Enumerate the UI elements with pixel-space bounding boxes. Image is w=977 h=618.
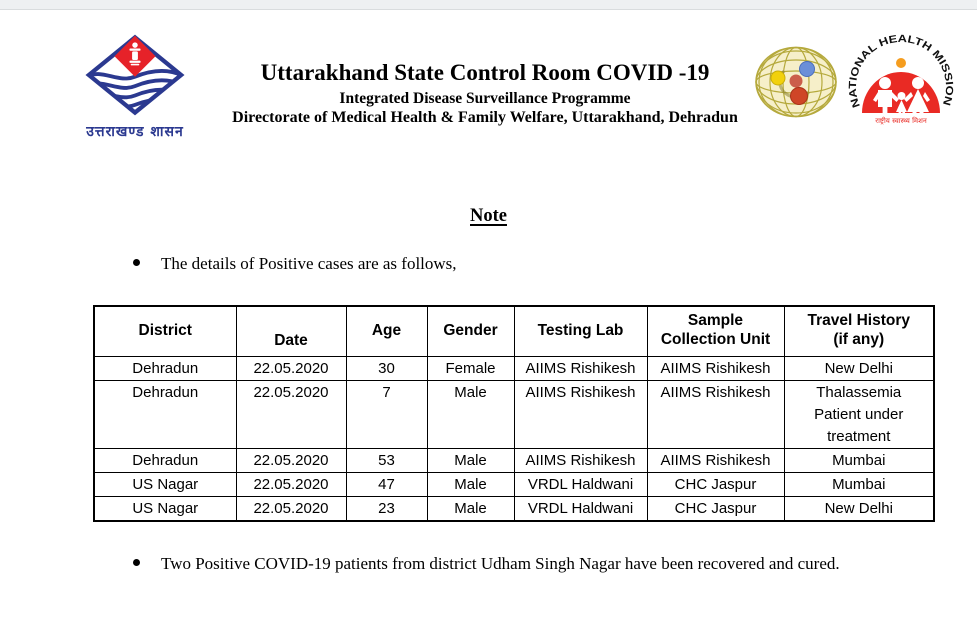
cell-district: US Nagar <box>93 471 237 497</box>
uttarakhand-emblem-caption: उत्तराखण्ड शासन <box>86 124 184 140</box>
viewer-top-bar <box>0 0 977 10</box>
cell-sample-collection-unit: AIIMS Rishikesh <box>646 447 785 473</box>
col-header-district: District <box>93 305 237 357</box>
cell-gender: Male <box>426 471 515 497</box>
cell-age: 7 <box>345 379 428 449</box>
cell-travel-history: Thalassemia Patient under treatment <box>783 379 935 449</box>
cell-sample-collection-unit: AIIMS Rishikesh <box>646 379 785 449</box>
cell-age: 30 <box>345 355 428 381</box>
cell-travel-history: New Delhi <box>783 495 935 521</box>
cell-date: 22.05.2020 <box>235 495 347 521</box>
cell-testing-lab: AIIMS Rishikesh <box>513 447 648 473</box>
document-header: Uttarakhand State Control Room COVID -19… <box>168 60 802 127</box>
cell-district: Dehradun <box>93 355 237 381</box>
cell-testing-lab: AIIMS Rishikesh <box>513 355 648 381</box>
cell-date: 22.05.2020 <box>235 471 347 497</box>
table-row: Dehradun 22.05.2020 53 Male AIIMS Rishik… <box>93 447 935 473</box>
cell-age: 47 <box>345 471 428 497</box>
col-header-gender: Gender <box>426 305 515 357</box>
cell-travel-history: Mumbai <box>783 447 935 473</box>
cell-sample-collection-unit: AIIMS Rishikesh <box>646 355 785 381</box>
col-header-travel-history: Travel History (if any) <box>783 305 935 357</box>
bullet-recovered-patients-text: Two Positive COVID-19 patients from dist… <box>161 554 840 573</box>
cell-travel-history: New Delhi <box>783 355 935 381</box>
cell-district: US Nagar <box>93 495 237 521</box>
page-subtitle-directorate: Directorate of Medical Health & Family W… <box>232 109 738 126</box>
note-heading: Note <box>470 206 507 226</box>
cell-travel-history: Mumbai <box>783 471 935 497</box>
table-row: Dehradun 22.05.2020 7 Male AIIMS Rishike… <box>93 379 935 449</box>
cell-sample-collection-unit: CHC Jaspur <box>646 495 785 521</box>
table-header-row: District Date Age Gender Testing Lab Sam… <box>93 305 935 357</box>
cell-age: 23 <box>345 495 428 521</box>
bullet-icon <box>133 559 140 566</box>
cell-gender: Male <box>426 379 515 449</box>
page-subtitle-programme: Integrated Disease Surveillance Programm… <box>339 90 631 107</box>
cell-testing-lab: VRDL Haldwani <box>513 471 648 497</box>
cell-district: Dehradun <box>93 447 237 473</box>
col-header-sample-collection-unit: Sample Collection Unit <box>646 305 785 357</box>
table-row: US Nagar 22.05.2020 23 Male VRDL Haldwan… <box>93 495 935 521</box>
bullet-positive-cases-text: The details of Positive cases are as fol… <box>161 254 457 273</box>
cell-date: 22.05.2020 <box>235 355 347 381</box>
cell-gender: Male <box>426 447 515 473</box>
cell-gender: Female <box>426 355 515 381</box>
cell-age: 53 <box>345 447 428 473</box>
uttarakhand-government-emblem: उत्तराखण्ड शासन <box>76 34 194 141</box>
cell-gender: Male <box>426 495 515 521</box>
uttarakhand-emblem-icon <box>85 34 185 116</box>
col-header-testing-lab: Testing Lab <box>513 305 648 357</box>
cell-district: Dehradun <box>93 379 237 449</box>
positive-cases-table: District Date Age Gender Testing Lab Sam… <box>93 305 935 522</box>
idsp-globe-logo <box>754 45 838 124</box>
cell-testing-lab: VRDL Haldwani <box>513 495 648 521</box>
cell-date: 22.05.2020 <box>235 447 347 473</box>
nhm-hindi-caption: राष्ट्रीय स्वास्थ्य मिशन <box>875 116 927 125</box>
cell-sample-collection-unit: CHC Jaspur <box>646 471 785 497</box>
nhm-logo-icon: NATIONAL HEALTH MISSION राष्ट्रीय स्वास्… <box>847 33 955 135</box>
table-row: US Nagar 22.05.2020 47 Male VRDL Haldwan… <box>93 471 935 497</box>
cell-testing-lab: AIIMS Rishikesh <box>513 379 648 449</box>
cell-date: 22.05.2020 <box>235 379 347 449</box>
bullet-positive-cases: The details of Positive cases are as fol… <box>133 251 853 277</box>
idsp-globe-icon <box>755 46 837 118</box>
bullet-icon <box>133 259 140 266</box>
col-header-age: Age <box>345 305 428 357</box>
nhm-logo: NATIONAL HEALTH MISSION राष्ट्रीय स्वास्… <box>846 33 956 141</box>
table-row: Dehradun 22.05.2020 30 Female AIIMS Rish… <box>93 355 935 381</box>
col-header-date: Date <box>235 305 347 357</box>
page-title: Uttarakhand State Control Room COVID -19 <box>260 60 710 85</box>
bullet-recovered-patients: Two Positive COVID-19 patients from dist… <box>133 551 893 577</box>
